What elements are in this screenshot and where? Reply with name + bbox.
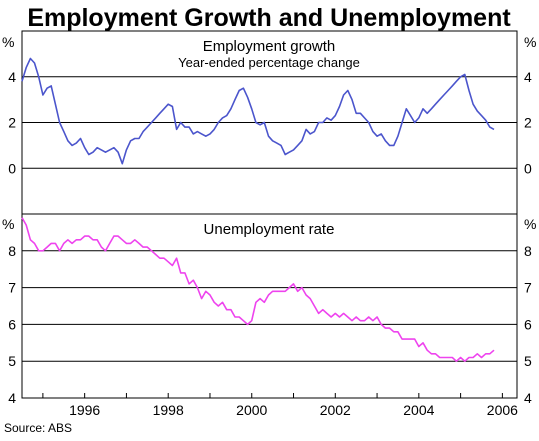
panel2-title: Unemployment rate: [204, 221, 335, 238]
panel1-unit-left: %: [2, 34, 14, 50]
x-tick-label-4: 2004: [403, 402, 434, 418]
chart-title: Employment Growth and Unemployment: [27, 4, 511, 32]
panel1-ytick-right-1: 2: [524, 115, 532, 131]
source-note: Source: ABS: [4, 421, 72, 435]
panel1-ytick-right-0: 0: [524, 160, 532, 176]
panel2-ytick-right-1: 5: [524, 353, 532, 369]
panel2-ytick-right-2: 6: [524, 316, 532, 332]
panel2-ytick-left-1: 5: [8, 353, 16, 369]
panel2-ytick-right-0: 4: [524, 390, 532, 406]
plot-frame: [21, 30, 518, 399]
panel2-ytick-left-3: 7: [8, 280, 16, 296]
panel2-unit-left: %: [2, 216, 14, 232]
panel1-unit-right: %: [524, 34, 536, 50]
x-tick-label-0: 1996: [69, 402, 100, 418]
x-tick-label-3: 2002: [320, 402, 351, 418]
panel2-ytick-right-3: 7: [524, 280, 532, 296]
panel1-ytick-left-2: 4: [8, 69, 16, 85]
panel2-series-line-0: [21, 217, 495, 363]
panel2-ytick-left-0: 4: [8, 390, 16, 406]
panel2-ytick-left-2: 6: [8, 316, 16, 332]
panel2-unit-right: %: [524, 216, 536, 232]
panel2-ytick-left-4: 8: [8, 243, 16, 259]
x-tick-label-2: 2000: [236, 402, 267, 418]
panel1-ytick-left-0: 0: [8, 160, 16, 176]
panel1-ytick-right-2: 4: [524, 69, 532, 85]
x-tick-label-5: 2006: [487, 402, 518, 418]
x-tick-label-1: 1998: [153, 402, 184, 418]
panel2-ytick-right-4: 8: [524, 243, 532, 259]
panel1-subtitle: Year-ended percentage change: [178, 55, 360, 70]
panel1-series-line-0: [21, 57, 495, 165]
panel1-title: Employment growth: [203, 38, 336, 55]
panel1-ytick-left-1: 2: [8, 115, 16, 131]
